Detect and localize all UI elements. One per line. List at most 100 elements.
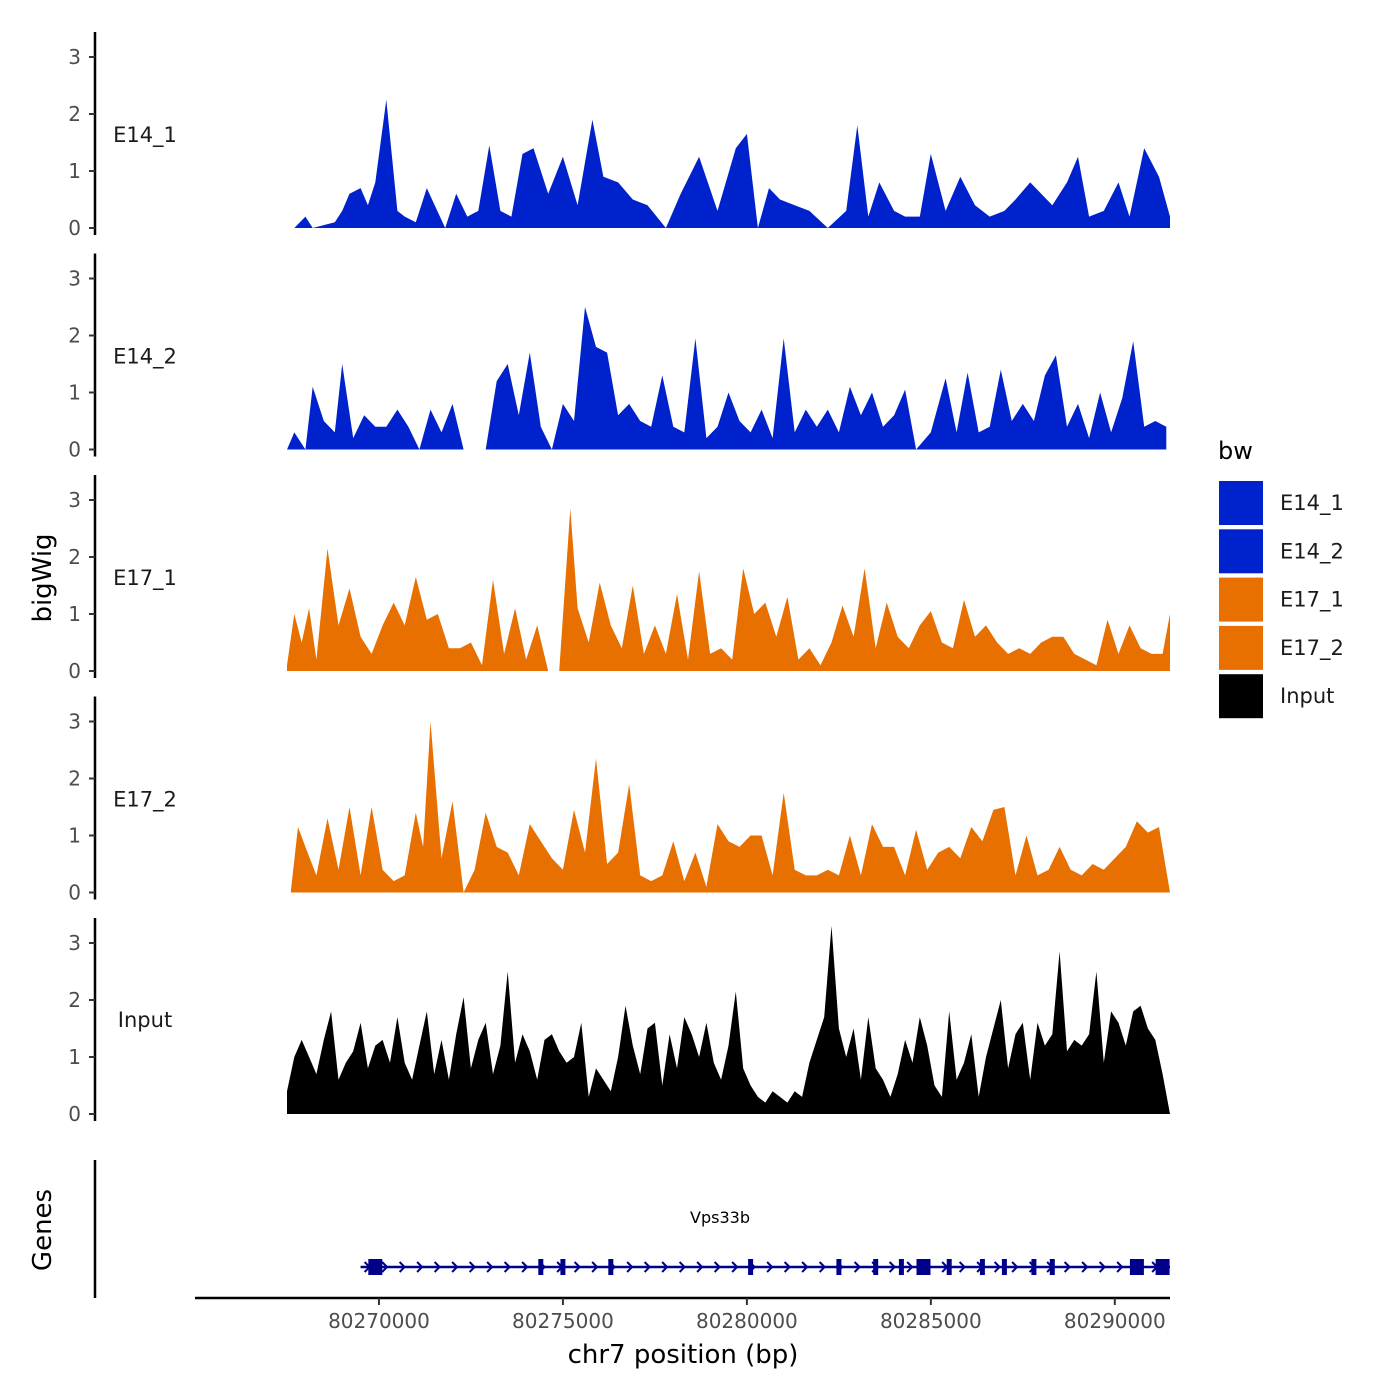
exon [1129, 1259, 1144, 1275]
exon [1031, 1259, 1037, 1275]
strand-chevron [451, 1261, 459, 1273]
legend-title: bw [1218, 437, 1253, 465]
strand-chevron [766, 1261, 774, 1273]
exon [560, 1259, 566, 1275]
y-tick-label: 0 [68, 216, 81, 240]
exon [979, 1259, 985, 1275]
strand-chevron [958, 1261, 967, 1273]
y-tick-label: 1 [68, 159, 81, 183]
exon [873, 1259, 879, 1275]
strand-chevron [818, 1261, 827, 1273]
strand-chevron [416, 1261, 424, 1273]
y-tick-label: 0 [68, 1102, 81, 1126]
legend-swatch [1217, 479, 1265, 527]
legend-label: E17_2 [1280, 636, 1344, 661]
legend-label: Input [1280, 684, 1334, 708]
coverage-area-E14_1 [294, 99, 1170, 228]
strand-chevron [801, 1261, 809, 1273]
strand-chevron [906, 1261, 914, 1273]
coverage-area-E17_2 [290, 721, 1170, 893]
strand-chevron [993, 1261, 1002, 1273]
legend-swatch [1217, 672, 1265, 721]
strand-chevron [503, 1261, 512, 1273]
legend-label: E14_1 [1280, 491, 1344, 516]
y-tick-label: 3 [68, 45, 81, 69]
legend-item-E14_2: E14_2 [1217, 527, 1344, 576]
exon [946, 1259, 952, 1275]
track-E17_2: 0 1 2 3 E17_2 [68, 696, 1170, 905]
legend-item-E17_1: E17_1 [1217, 575, 1344, 624]
track-label: E14_1 [113, 123, 177, 148]
track-label: E17_1 [113, 566, 177, 591]
y-tick-label: 2 [68, 102, 81, 126]
x-axis: 80270000 80275000 80280000 80285000 80290000 [195, 1296, 1170, 1333]
legend-label: E17_1 [1280, 588, 1344, 613]
exon [368, 1259, 383, 1275]
strand-chevron [713, 1261, 722, 1273]
strand-chevron [381, 1261, 389, 1273]
strand-chevron [468, 1261, 477, 1273]
x-tick-label: 80275000 [512, 1309, 614, 1333]
exon [916, 1259, 931, 1275]
strand-chevron [521, 1261, 529, 1273]
strand-chevron [696, 1261, 704, 1273]
exon [898, 1259, 904, 1275]
y-tick-label: 2 [68, 324, 81, 348]
exon [1049, 1259, 1055, 1275]
strand-chevron [626, 1261, 634, 1273]
strand-chevron [1081, 1261, 1089, 1273]
legend-label: E14_2 [1280, 539, 1344, 564]
track-label: E17_2 [113, 788, 177, 813]
y-tick-label: 0 [68, 659, 81, 683]
y-tick-label: 1 [68, 381, 81, 405]
strand-chevron [433, 1261, 442, 1273]
strand-chevron [853, 1261, 862, 1273]
coverage-area-E14_2 [287, 307, 1167, 450]
y-tick-label: 2 [68, 767, 81, 791]
track-E14_1: 0 1 2 3 E14_1 [68, 32, 1170, 240]
x-tick-label: 80270000 [328, 1309, 430, 1333]
strand-chevron [573, 1261, 582, 1273]
exon [748, 1259, 754, 1275]
track-E14_2: 0 1 2 3 E14_2 [68, 253, 1167, 462]
exon [538, 1259, 544, 1275]
y-tick-label: 3 [68, 488, 81, 512]
track-E17_1: 0 1 2 3 E17_1 [68, 475, 1170, 683]
exon [1001, 1259, 1007, 1275]
strand-chevron [678, 1261, 687, 1273]
x-tick-label: 80290000 [1064, 1309, 1166, 1333]
exon [836, 1259, 842, 1275]
strand-chevron [888, 1261, 897, 1273]
y-tick-label: 3 [68, 931, 81, 955]
y-tick-label: 1 [68, 602, 81, 626]
legend-item-E17_2: E17_2 [1217, 623, 1344, 672]
strand-chevron [1011, 1261, 1019, 1273]
strand-chevron [783, 1261, 792, 1273]
x-axis-title: chr7 position (bp) [568, 1340, 799, 1370]
legend-swatch [1217, 575, 1265, 624]
track-Input: 0 1 2 3 Input [68, 918, 1170, 1126]
gene-name-label: Vps33b [690, 1208, 750, 1227]
legend: bw E14_1 E14_2 E17_1 E17_2 Input [1217, 437, 1344, 721]
track-label: E14_2 [113, 345, 177, 370]
coverage-tracks: 0 1 2 3 E14_1 0 1 2 3 E14_2 0 1 2 3 E17_1 0 1 2 3 E17_2 0 1 2 3… [68, 32, 1170, 1126]
y-axis-title: bigWig [28, 533, 58, 622]
legend-swatch [1217, 527, 1265, 576]
gene-track-title: Genes [28, 1189, 58, 1271]
x-tick-label: 80285000 [880, 1309, 982, 1333]
exon [1155, 1259, 1170, 1275]
y-tick-label: 3 [68, 710, 81, 734]
legend-item-E14_1: E14_1 [1217, 479, 1344, 527]
y-tick-label: 1 [68, 824, 81, 848]
y-tick-label: 0 [68, 438, 81, 462]
y-tick-label: 3 [68, 267, 81, 291]
exon [608, 1259, 614, 1275]
x-tick-label: 80280000 [696, 1309, 798, 1333]
legend-swatch [1217, 623, 1265, 672]
strand-chevron [1098, 1261, 1107, 1273]
y-tick-label: 2 [68, 545, 81, 569]
strand-chevron [1063, 1261, 1072, 1273]
track-label: Input [118, 1008, 172, 1032]
